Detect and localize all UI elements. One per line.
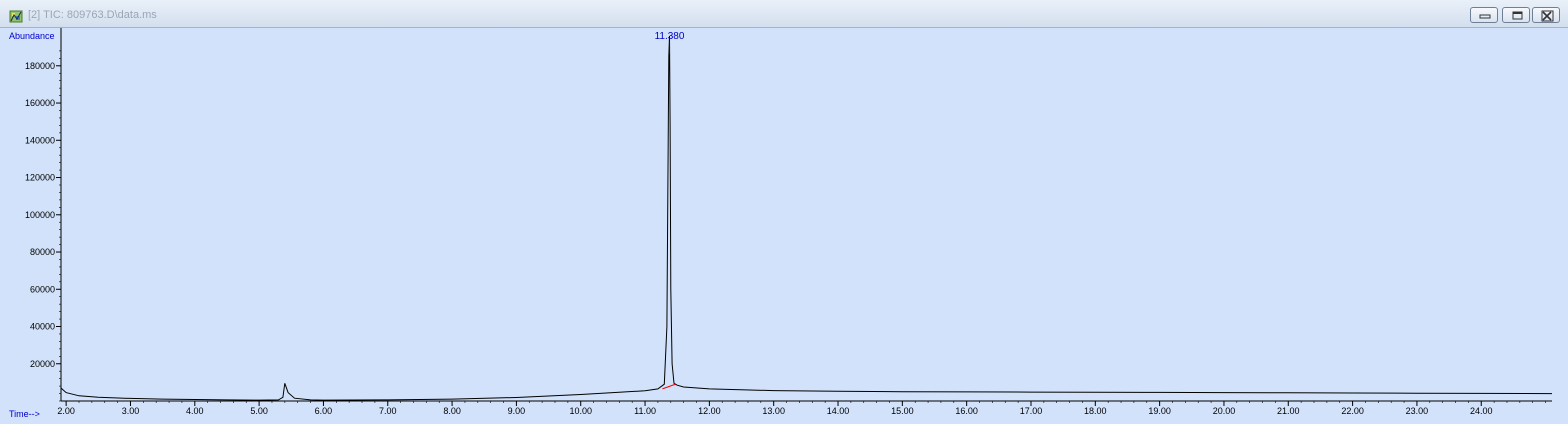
- y-tick-label: 60000: [30, 284, 55, 294]
- x-tick-label: 10.00: [569, 406, 592, 416]
- restore-button[interactable]: [1502, 7, 1530, 23]
- chromatogram-app-icon: [9, 10, 23, 23]
- x-tick-label: 12.00: [698, 406, 721, 416]
- title-bar[interactable]: [2] TIC: 809763.D\data.ms: [0, 0, 1568, 28]
- plot-background: [0, 28, 1568, 424]
- x-tick-label: 4.00: [186, 406, 204, 416]
- axes: 20000 40000 60000 80000 100000 120000 140000 16…: [25, 28, 1552, 416]
- y-tick-label: 180000: [25, 61, 55, 71]
- y-tick-label: 160000: [25, 98, 55, 108]
- restore-icon: [1512, 11, 1523, 20]
- x-tick-label: 20.00: [1213, 406, 1236, 416]
- x-tick-label: 23.00: [1406, 406, 1429, 416]
- x-tick-label: 6.00: [315, 406, 333, 416]
- peak-baseline-marker: [662, 383, 676, 390]
- y-tick-label: 40000: [30, 322, 55, 332]
- x-tick-label: 17.00: [1020, 406, 1043, 416]
- x-tick-label: 16.00: [955, 406, 978, 416]
- x-tick-label: 7.00: [379, 406, 397, 416]
- x-tick-label: 22.00: [1341, 406, 1364, 416]
- tic-trace: [60, 35, 1553, 401]
- y-tick-label: 20000: [30, 359, 55, 369]
- x-tick-label: 9.00: [508, 406, 526, 416]
- y-tick-label: 100000: [25, 210, 55, 220]
- close-icon: [1541, 10, 1554, 22]
- x-tick-label: 18.00: [1084, 406, 1107, 416]
- y-tick-label: 80000: [30, 247, 55, 257]
- window-title: [2] TIC: 809763.D\data.ms: [28, 9, 157, 21]
- x-tick-label: 19.00: [1148, 406, 1171, 416]
- x-tick-label: 21.00: [1277, 406, 1300, 416]
- x-tick-label: 15.00: [891, 406, 914, 416]
- minimize-button[interactable]: [1470, 7, 1498, 23]
- peak-label: 11.380: [655, 31, 685, 42]
- chromatogram-chart[interactable]: 20000 40000 60000 80000 100000 120000 140000 16…: [0, 28, 1568, 424]
- x-tick-label: 5.00: [250, 406, 268, 416]
- x-tick-label: 14.00: [827, 406, 850, 416]
- minimize-icon: [1479, 14, 1491, 19]
- trace-layer: 11.380: [60, 31, 1553, 401]
- y-tick-label: 140000: [25, 135, 55, 145]
- close-button[interactable]: [1532, 7, 1560, 23]
- y-tick-label: 120000: [25, 173, 55, 183]
- x-tick-label: 13.00: [762, 406, 785, 416]
- x-tick-label: 24.00: [1470, 406, 1493, 416]
- x-tick-label: 11.00: [634, 406, 656, 416]
- x-axis-label: Time-->: [9, 409, 40, 419]
- x-tick-label: 3.00: [122, 406, 140, 416]
- y-axis-label: Abundance: [9, 31, 55, 41]
- x-tick-label: 2.00: [57, 406, 75, 416]
- x-tick-label: 8.00: [443, 406, 461, 416]
